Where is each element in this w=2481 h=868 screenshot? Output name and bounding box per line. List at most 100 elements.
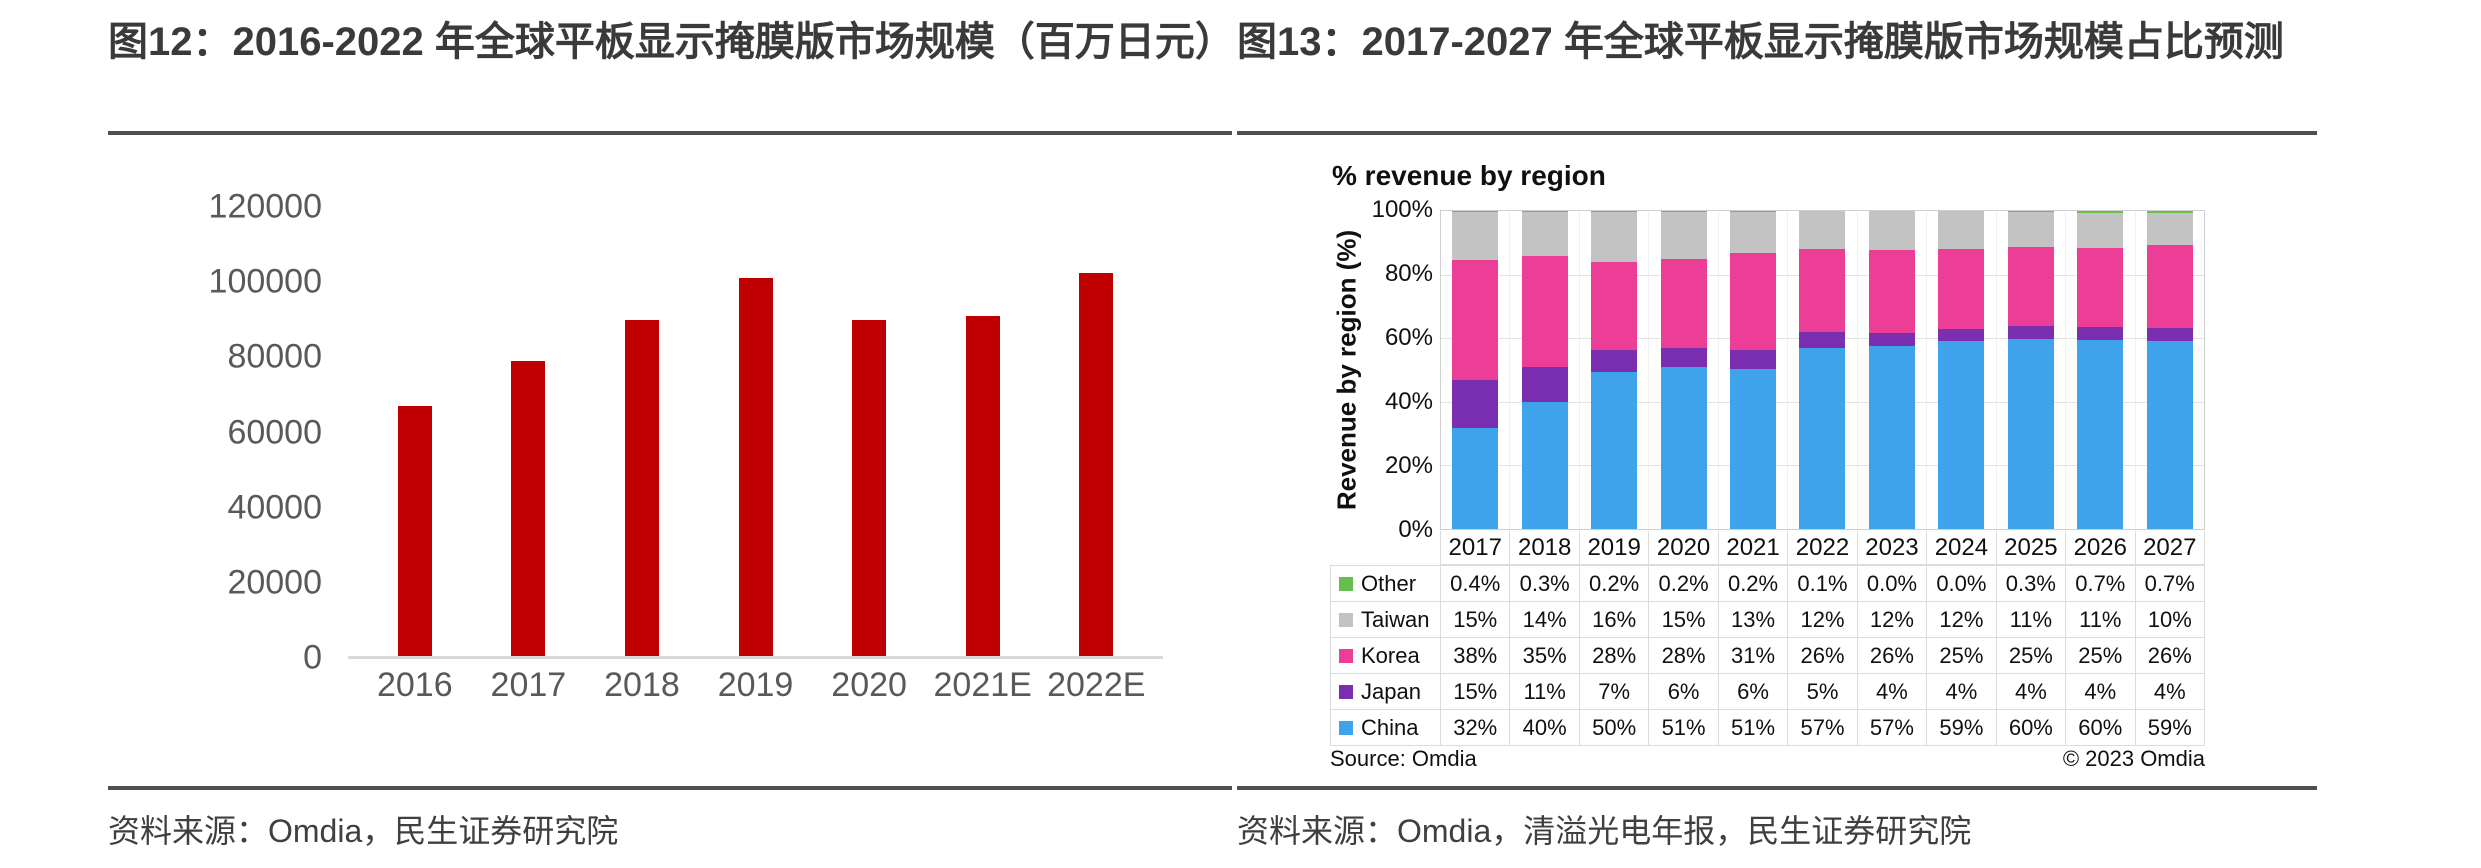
cell-korea-2027: 26%	[2136, 638, 2205, 673]
bar-2017	[511, 361, 546, 658]
segment-china-2017	[1452, 427, 1499, 529]
cell-korea-2019: 28%	[1580, 638, 1650, 673]
cell-taiwan-2022: 12%	[1788, 602, 1858, 637]
legend-swatch-korea	[1339, 648, 1353, 663]
segment-china-2023	[1868, 345, 1915, 529]
stacked-bar-2022	[1799, 211, 1846, 529]
segment-japan-2020	[1660, 348, 1707, 368]
segment-japan-2019	[1591, 349, 1638, 372]
year-header-2021: 2021	[1719, 531, 1789, 564]
bar-slot-2019	[699, 207, 813, 658]
cell-other-2019: 0.2%	[1580, 566, 1650, 601]
bar-slot-2020	[812, 207, 926, 658]
segment-other-2026	[2077, 211, 2124, 214]
y-tick-label: 40000	[227, 488, 322, 527]
y-tick-label: 100000	[208, 262, 322, 301]
cell-korea-2023: 26%	[1858, 638, 1928, 673]
segment-korea-2020	[1660, 259, 1707, 349]
cell-japan-2026: 4%	[2066, 674, 2136, 709]
segment-taiwan-2021	[1730, 211, 1777, 253]
figure13-source: 资料来源：Omdia，清溢光电年报，民生证券研究院	[1237, 813, 1972, 849]
row-label-text: China	[1361, 714, 1419, 740]
legend-swatch-other	[1339, 576, 1353, 591]
figure13-panel: 图13：2017-2027 年全球平板显示掩膜版市场规模占比预测 % reven…	[1237, 0, 2317, 868]
segment-japan-2024	[1938, 328, 1985, 342]
figure13-source-divider	[1237, 786, 2317, 790]
cell-japan-2023: 4%	[1858, 674, 1928, 709]
cell-japan-2025: 4%	[1997, 674, 2067, 709]
bar-2021E	[965, 316, 1000, 658]
segment-taiwan-2018	[1521, 211, 1568, 257]
bar-2018	[624, 319, 659, 658]
cell-japan-2020: 6%	[1649, 674, 1719, 709]
cell-japan-2018: 11%	[1510, 674, 1580, 709]
y-tick-label: 0	[303, 638, 322, 677]
cell-korea-2022: 26%	[1788, 638, 1858, 673]
stacked-bar-2026	[2077, 211, 2124, 529]
bar-slot-2018	[585, 207, 699, 658]
figure13-plot-area	[1440, 210, 2205, 530]
segment-korea-2025	[2007, 246, 2054, 327]
segment-japan-2017	[1452, 380, 1499, 428]
cell-korea-2020: 28%	[1649, 638, 1719, 673]
year-header-2017: 2017	[1441, 531, 1511, 564]
figure12-x-axis-labels: 2016 2017 2018 2019 2020 2021E 2022E	[358, 666, 1153, 705]
table-row-korea: Korea 38% 35% 28% 28% 31% 26% 26% 25% 25% 25% 26%	[1331, 638, 2205, 674]
cell-other-2020: 0.2%	[1649, 566, 1719, 601]
year-header-2027: 2027	[2136, 531, 2205, 564]
x-tick-label-2021E: 2021E	[933, 666, 1032, 704]
stack-slot-2022	[1788, 211, 1858, 529]
segment-other-2020	[1660, 211, 1707, 212]
cell-taiwan-2019: 16%	[1580, 602, 1650, 637]
figure13-caption: 图13：2017-2027 年全球平板显示掩膜版市场规模占比预测	[1237, 20, 2284, 64]
segment-japan-2027	[2146, 328, 2193, 341]
cell-japan-2021: 6%	[1719, 674, 1789, 709]
segment-taiwan-2020	[1660, 211, 1707, 260]
x-tick-label-2018: 2018	[604, 666, 680, 704]
segment-japan-2018	[1521, 367, 1568, 403]
segment-other-2017	[1452, 211, 1499, 213]
stacked-bar-2027	[2146, 211, 2193, 529]
year-header-2023: 2023	[1858, 531, 1928, 564]
year-header-2024: 2024	[1927, 531, 1997, 564]
segment-china-2018	[1521, 402, 1568, 529]
cell-china-2027: 59%	[2136, 710, 2205, 745]
stack-slot-2019	[1580, 211, 1650, 529]
segment-korea-2019	[1591, 261, 1638, 350]
legend-swatch-taiwan	[1339, 612, 1353, 627]
stack-slot-2021	[1719, 211, 1789, 529]
cell-japan-2027: 4%	[2136, 674, 2205, 709]
year-header-2020: 2020	[1649, 531, 1719, 564]
stack-slot-2018	[1510, 211, 1580, 529]
cell-china-2024: 59%	[1927, 710, 1997, 745]
segment-japan-2023	[1868, 333, 1915, 346]
cell-japan-2017: 15%	[1441, 674, 1511, 709]
segment-japan-2021	[1730, 349, 1777, 369]
segment-korea-2018	[1521, 256, 1568, 368]
stacked-bar-2023	[1868, 211, 1915, 529]
segment-china-2022	[1799, 347, 1846, 529]
row-label-korea: Korea	[1331, 638, 1441, 673]
segment-china-2025	[2007, 338, 2054, 529]
bar-2020	[852, 319, 887, 658]
segment-taiwan-2025	[2007, 211, 2054, 247]
x-tick-label-2020: 2020	[831, 666, 907, 704]
stack-slot-2017	[1441, 211, 1511, 529]
y-tick-label: 20000	[227, 563, 322, 602]
cell-china-2019: 50%	[1580, 710, 1650, 745]
cell-taiwan-2027: 10%	[2136, 602, 2205, 637]
segment-other-2027	[2146, 211, 2193, 214]
row-label-china: China	[1331, 710, 1441, 745]
figure13-year-header-row: 2017 2018 2019 2020 2021 2022 2023 2024 2025 2026…	[1440, 531, 2205, 565]
segment-japan-2025	[2007, 326, 2054, 339]
x-tick-label-2017: 2017	[490, 666, 567, 704]
segment-other-2018	[1521, 211, 1568, 212]
segment-china-2020	[1660, 367, 1707, 529]
segment-japan-2022	[1799, 332, 1846, 348]
segment-china-2026	[2077, 339, 2124, 529]
cell-taiwan-2021: 13%	[1719, 602, 1789, 637]
figure12-source-divider	[108, 786, 1232, 790]
stack-slot-2027	[2136, 211, 2204, 529]
stack-slot-2020	[1649, 211, 1719, 529]
